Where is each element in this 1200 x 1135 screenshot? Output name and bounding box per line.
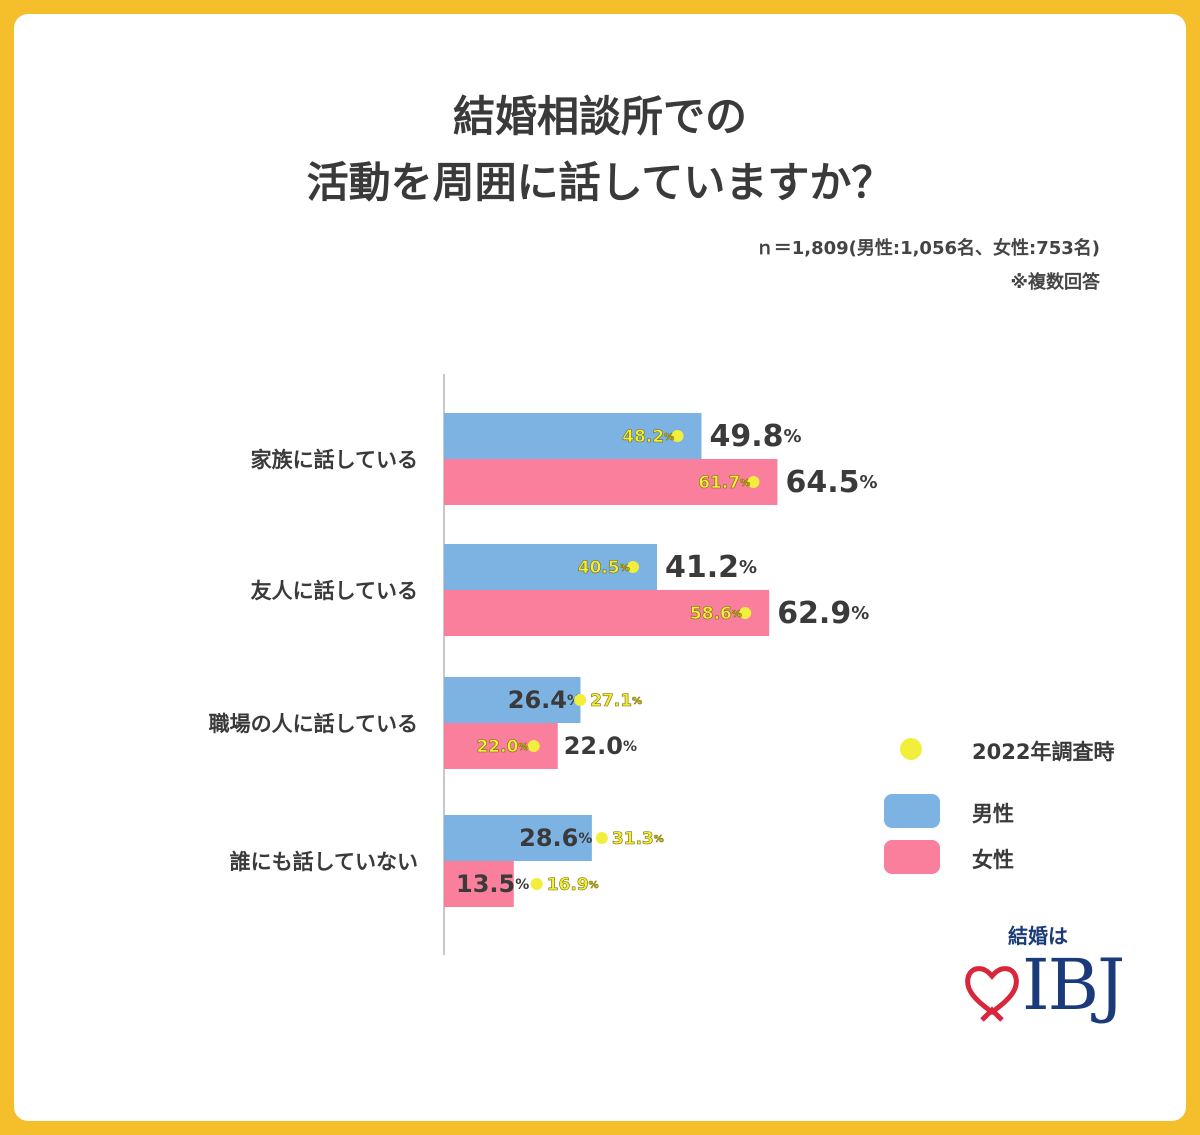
male-value-label: 49.8% — [709, 419, 801, 454]
female-value-label: 22.0% — [564, 732, 637, 760]
male-value-label: 28.6% — [519, 824, 592, 852]
legend-female-swatch — [884, 840, 940, 874]
prev-2022-label: 58.6% — [690, 604, 742, 624]
prev-2022-dot — [747, 476, 760, 488]
prev-2022-dot — [574, 694, 587, 706]
female-bar — [444, 590, 770, 636]
legend-label-2022: 2022年調査時 — [972, 740, 1115, 764]
female-value-label: 62.9% — [777, 596, 869, 631]
logo-tagline: 結婚は — [1008, 924, 1068, 948]
prev-2022-dot — [671, 430, 684, 442]
female-bar — [444, 459, 778, 505]
category-label: 職場の人に話している — [209, 712, 418, 736]
category-label: 友人に話している — [251, 579, 418, 603]
male-value-label: 41.2% — [665, 550, 757, 585]
prev-2022-label: 31.3% — [612, 829, 664, 849]
sample-size: ｎ＝1,809(男性:1,056名、女性:753名) — [755, 238, 1100, 259]
prev-2022-label: 40.5% — [578, 558, 630, 578]
prev-2022-label: 48.2% — [622, 427, 674, 447]
prev-2022-dot — [595, 832, 608, 844]
prev-2022-label: 61.7% — [698, 473, 750, 493]
male-bar — [444, 677, 581, 723]
legend-label-male: 男性 — [972, 802, 1014, 826]
prev-2022-dot — [739, 607, 752, 619]
title-line-1: 結婚相談所での — [452, 92, 747, 141]
prev-2022-dot — [627, 561, 640, 573]
prev-2022-label: 16.9% — [547, 875, 599, 895]
legend-dot-icon — [900, 738, 922, 760]
female-bar — [444, 861, 514, 907]
male-bar — [444, 815, 592, 861]
prev-2022-label: 22.0% — [476, 737, 528, 757]
legend-male-swatch — [884, 794, 940, 828]
prev-2022-label: 27.1% — [590, 691, 642, 711]
male-bar — [444, 544, 658, 590]
male-bar — [444, 413, 702, 459]
title-line-2: 活動を周囲に話していますか？ — [306, 158, 894, 207]
multi-answer-note: ※複数回答 — [1010, 272, 1101, 293]
ibj-logo: 結婚は IBJ — [964, 920, 1125, 1040]
prev-2022-dot — [530, 878, 543, 890]
legend-label-female: 女性 — [972, 848, 1014, 872]
logo-text: IBJ — [1022, 944, 1125, 1026]
category-label: 誰にも話していない — [230, 850, 418, 874]
category-label: 家族に話している — [251, 448, 418, 472]
prev-2022-dot — [527, 740, 540, 752]
chart-title: 結婚相談所での 活動を周囲に話していますか？ — [14, 84, 1186, 216]
female-value-label: 13.5% — [456, 870, 529, 898]
sample-note: ｎ＝1,809(男性:1,056名、女性:753名) ※複数回答 — [756, 232, 1100, 300]
female-value-label: 64.5% — [785, 465, 877, 500]
heart-icon — [965, 966, 1019, 1022]
